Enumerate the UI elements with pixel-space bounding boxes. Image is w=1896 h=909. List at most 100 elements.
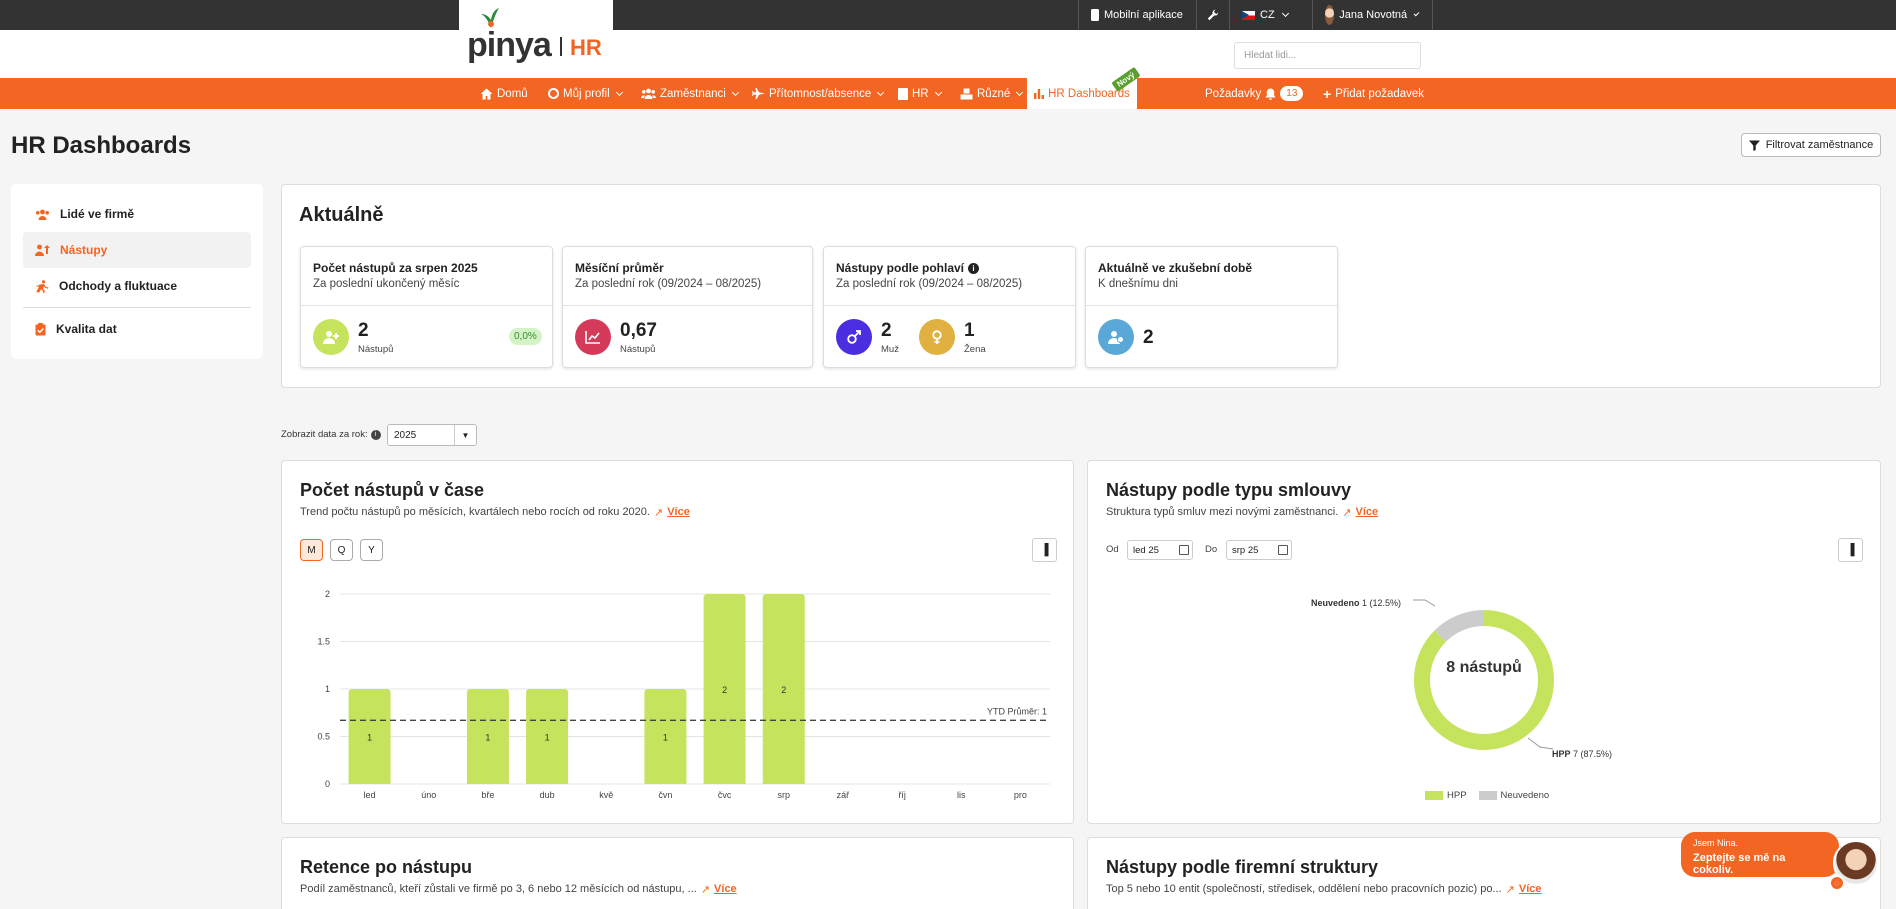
chart-subtitle: Top 5 nebo 10 entit (společností, středi… bbox=[1106, 883, 1502, 895]
donut-slice bbox=[1414, 610, 1554, 750]
chevron-down-icon bbox=[934, 88, 942, 96]
chart-contract-types: Nástupy podle typu smlouvy Struktura typ… bbox=[1087, 460, 1881, 824]
year-select-label: Zobrazit data za rok: i bbox=[281, 429, 381, 440]
sidebar-item-people[interactable]: Lidé ve firmě bbox=[23, 196, 251, 232]
header bbox=[0, 30, 1896, 78]
card-unit: Nástupů bbox=[620, 344, 656, 355]
nav-attendance[interactable]: Přítomnost/absence bbox=[752, 78, 885, 109]
users-icon bbox=[641, 88, 656, 99]
info-icon[interactable]: i bbox=[968, 262, 980, 274]
line-chart-icon bbox=[575, 319, 611, 355]
more-link[interactable]: Více bbox=[667, 506, 690, 518]
logo-suffix: HR bbox=[570, 35, 602, 60]
chart-title: Retence po nástupu bbox=[300, 857, 473, 877]
stat-card-gender: Nástupy podle pohlaví i Za poslední rok … bbox=[823, 246, 1076, 368]
bar-value-label: 2 bbox=[722, 685, 727, 695]
sidebar-item-onboarding[interactable]: Nástupy bbox=[23, 232, 251, 268]
period-month-button[interactable]: M bbox=[300, 539, 323, 561]
chevron-down-icon bbox=[615, 88, 623, 96]
main-nav bbox=[0, 78, 1896, 109]
nav-employees[interactable]: Zaměstnanci bbox=[641, 78, 740, 109]
donut-slice bbox=[1434, 610, 1485, 643]
logo[interactable]: pinya HR bbox=[459, 0, 613, 78]
nav-misc[interactable]: Různé bbox=[960, 78, 1024, 109]
chart-title: Nástupy podle firemní struktury bbox=[1106, 857, 1379, 877]
card-value: 2 bbox=[1143, 327, 1154, 348]
x-tick-label: čvc bbox=[718, 790, 732, 800]
czech-flag-icon bbox=[1242, 10, 1255, 20]
calendar-icon bbox=[1278, 545, 1288, 555]
plus-icon: + bbox=[1323, 85, 1332, 102]
chart-subtitle-row: Struktura typů smluv mezi novými zaměstn… bbox=[1106, 506, 1378, 519]
plane-icon bbox=[752, 88, 765, 99]
year-select[interactable]: 2025 ▼ bbox=[387, 424, 477, 446]
current-title: Aktuálně bbox=[299, 204, 384, 226]
y-tick-label: 1 bbox=[325, 684, 330, 694]
chart-retention: Retence po nástupu Podíl zaměstnanců, kt… bbox=[281, 837, 1074, 909]
legend-item-hpp[interactable]: HPP bbox=[1425, 790, 1467, 801]
legend-item-neuvedeno[interactable]: Neuvedeno bbox=[1478, 790, 1549, 801]
download-icon[interactable]: ▐ bbox=[1032, 538, 1057, 562]
x-tick-label: bře bbox=[481, 790, 494, 800]
leader-line-neuvedeno bbox=[1413, 599, 1436, 607]
x-tick-label: led bbox=[364, 790, 376, 800]
stat-card-monthly-average: Měsíční průměr Za poslední rok (09/2024 … bbox=[562, 246, 813, 368]
chart-onboardings-over-time: Počet nástupů v čase Trend počtu nástupů… bbox=[281, 460, 1074, 824]
from-label: Od bbox=[1106, 544, 1119, 555]
avatar bbox=[1325, 5, 1335, 25]
card-value: 2 bbox=[358, 320, 369, 341]
filter-employees-button[interactable]: Filtrovat zaměstnance bbox=[1741, 133, 1881, 157]
nav-my-profile[interactable]: Můj profil bbox=[548, 78, 624, 109]
home-icon bbox=[480, 88, 493, 99]
stat-card-monthly-onboardings: Počet nástupů za srpen 2025 Za poslední … bbox=[300, 246, 553, 368]
sidebar-item-data-quality[interactable]: Kvalita dat bbox=[23, 311, 251, 347]
page-title: HR Dashboards bbox=[11, 132, 192, 159]
chart-subtitle: Podíl zaměstnanců, kteří zůstali ve firm… bbox=[300, 883, 697, 895]
chart-subtitle-row: Top 5 nebo 10 entit (společností, středi… bbox=[1106, 883, 1542, 896]
search-input[interactable]: Hledat lidi... bbox=[1234, 42, 1421, 69]
logo-divider bbox=[560, 37, 562, 56]
cubes-icon bbox=[960, 88, 973, 99]
download-icon[interactable]: ▐ bbox=[1838, 538, 1863, 562]
card-subtitle: Za poslední rok (09/2024 – 08/2025) bbox=[575, 278, 762, 290]
nav-hr[interactable]: HR bbox=[898, 78, 943, 109]
info-icon[interactable]: i bbox=[370, 429, 381, 440]
from-date-input[interactable]: led 25 bbox=[1127, 540, 1193, 560]
more-link[interactable]: Více bbox=[1355, 506, 1379, 518]
more-link[interactable]: Více bbox=[714, 883, 737, 895]
nav-home[interactable]: Domů bbox=[480, 78, 528, 109]
legend: HPP Neuvedeno bbox=[1425, 790, 1549, 801]
y-tick-label: 0 bbox=[325, 779, 330, 789]
user-plus-icon bbox=[313, 319, 349, 355]
card-unit-male: Muž bbox=[881, 344, 899, 355]
bell-icon bbox=[1265, 88, 1276, 100]
nav-requests[interactable]: Požadavky 13 bbox=[1205, 78, 1304, 109]
card-title-row: Nástupy podle pohlaví i bbox=[836, 261, 980, 275]
to-date-input[interactable]: srp 25 bbox=[1226, 540, 1292, 560]
bar bbox=[348, 689, 391, 784]
card-divider bbox=[824, 305, 1075, 306]
card-value: 0,67 bbox=[620, 320, 657, 341]
user-menu[interactable]: Jana Novotná bbox=[1312, 0, 1433, 30]
mobile-app-link[interactable]: Mobilní aplikace bbox=[1078, 0, 1196, 30]
card-divider bbox=[1086, 305, 1337, 306]
more-link[interactable]: Více bbox=[1518, 883, 1542, 895]
external-link-icon: ↗ bbox=[700, 884, 711, 896]
language-dropdown[interactable]: CZ bbox=[1229, 0, 1312, 30]
card-value-male: 2 bbox=[881, 320, 892, 341]
sidebar-item-departures[interactable]: Odchody a fluktuace bbox=[23, 268, 251, 304]
users-icon bbox=[36, 209, 49, 220]
phone-icon bbox=[1091, 9, 1099, 21]
settings-wrench-button[interactable] bbox=[1196, 0, 1229, 30]
chevron-down-icon bbox=[731, 88, 739, 96]
average-label: YTD Průměr: 1 bbox=[987, 706, 1047, 716]
x-tick-label: úno bbox=[421, 790, 436, 800]
period-quarter-button[interactable]: Q bbox=[330, 539, 353, 561]
leader-line-hpp bbox=[1527, 737, 1554, 750]
person-running-icon bbox=[36, 279, 49, 293]
period-year-button[interactable]: Y bbox=[360, 539, 383, 561]
nav-add-request[interactable]: + Přidat požadavek bbox=[1323, 85, 1425, 102]
chat-bubble[interactable]: Jsem Nina. Zeptejte se mě na cokoliv. bbox=[1681, 832, 1839, 877]
stat-card-probation: Aktuálně ve zkušební době K dnešnímu dni… bbox=[1085, 246, 1338, 368]
card-divider bbox=[563, 305, 812, 306]
